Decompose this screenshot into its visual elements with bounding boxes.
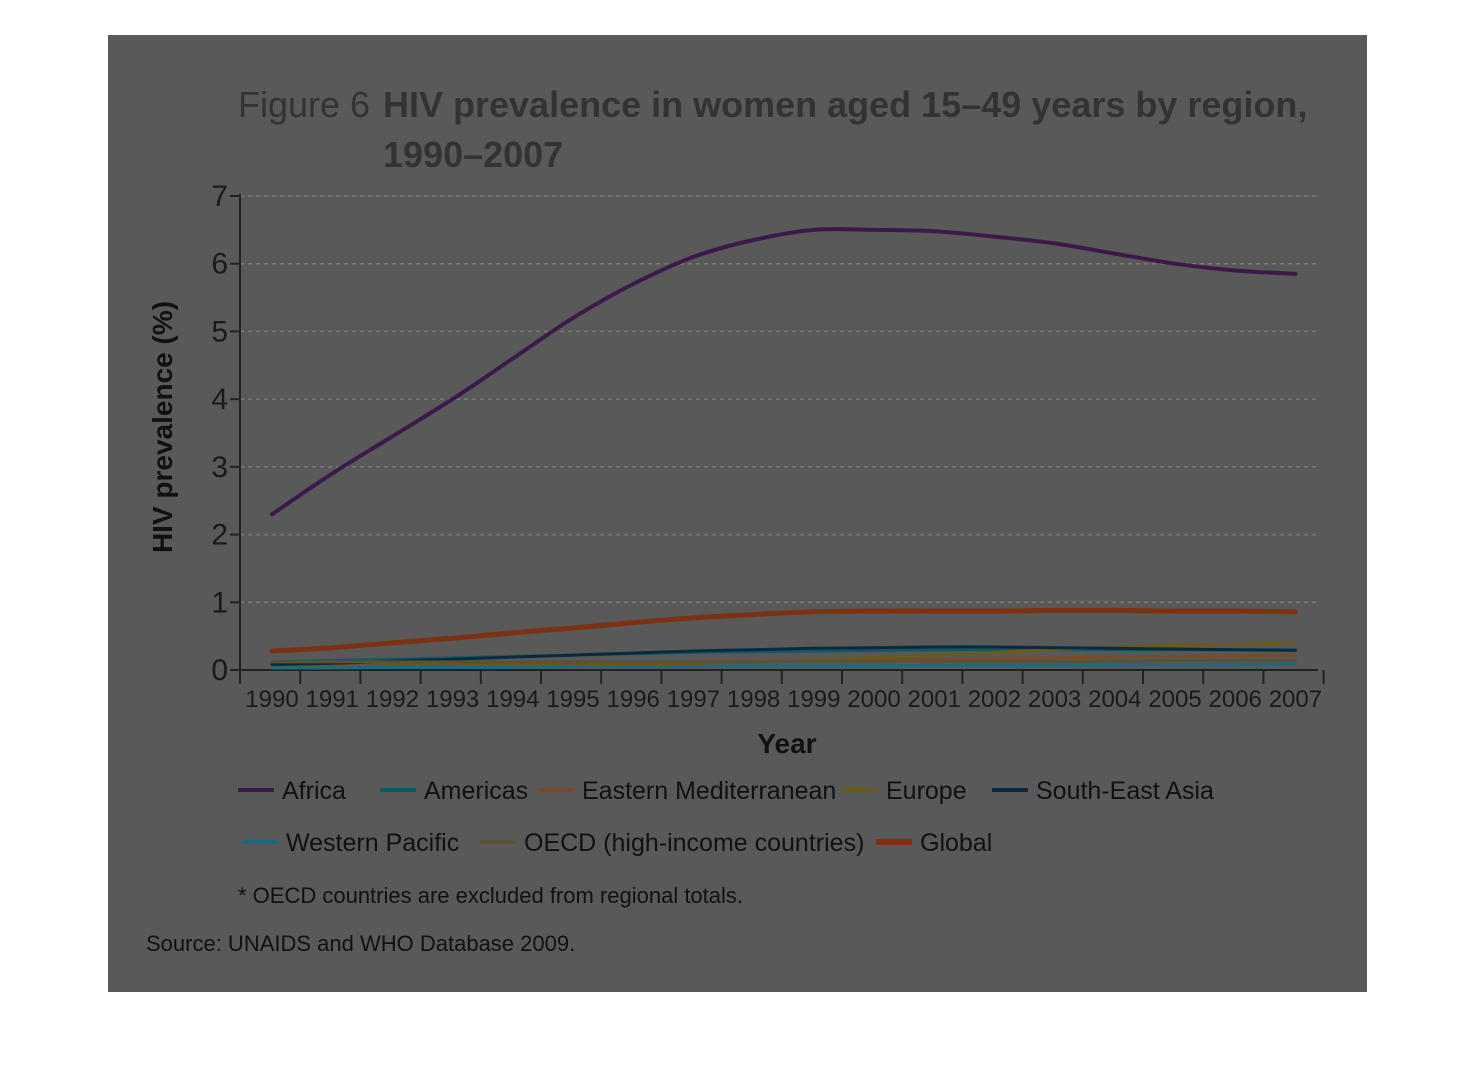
figure-label: Figure 6 bbox=[238, 84, 370, 125]
x-tick-label: 2002 bbox=[968, 686, 1021, 713]
x-tick-label: 1992 bbox=[366, 686, 419, 713]
axes: 0 1 2 3 4 5 6 7 1990 1991 1992 1993 1994 1995 1996 1997… bbox=[211, 180, 1325, 713]
legend-label-south-east-asia: South-East Asia bbox=[1036, 777, 1214, 805]
x-tick-label: 2001 bbox=[908, 686, 961, 713]
y-tick-label: 3 bbox=[211, 451, 228, 484]
y-axis-title: HIV prevalence (%) bbox=[147, 301, 178, 553]
series-line-western-pacific bbox=[270, 662, 1297, 670]
legend-label-global: Global bbox=[920, 829, 992, 857]
x-tick-label: 2003 bbox=[1028, 686, 1081, 713]
x-tick-label: 1995 bbox=[546, 686, 599, 713]
x-tick-label: 2005 bbox=[1148, 686, 1201, 713]
legend: Africa Americas Eastern Mediterranean Europ… bbox=[238, 777, 1214, 857]
series-line-south-east-asia bbox=[270, 645, 1297, 667]
legend-label-americas: Americas bbox=[424, 777, 528, 805]
figure-panel bbox=[108, 35, 1367, 992]
x-tick-label: 2000 bbox=[847, 686, 900, 713]
figure-title-line-2: 1990–2007 bbox=[383, 134, 563, 175]
legend-label-oecd-high-income-countries: OECD (high-income countries) bbox=[524, 829, 864, 857]
legend-label-europe: Europe bbox=[886, 777, 967, 805]
x-tick-label: 1991 bbox=[306, 686, 359, 713]
gridlines bbox=[240, 195, 1318, 604]
series-line-global bbox=[269, 607, 1298, 654]
legend-label-eastern-mediterranean: Eastern Mediterranean bbox=[582, 777, 836, 805]
legend-label-western-pacific: Western Pacific bbox=[286, 829, 459, 857]
x-tick-label: 1996 bbox=[607, 686, 660, 713]
series-line-oecd-high-income-countries bbox=[270, 658, 1297, 664]
series-lines bbox=[269, 227, 1298, 670]
y-tick-label: 4 bbox=[211, 383, 228, 416]
y-tick-label: 2 bbox=[211, 519, 228, 552]
x-tick-label: 2004 bbox=[1088, 686, 1141, 713]
y-tick-label: 5 bbox=[211, 315, 228, 348]
x-tick-label: 1998 bbox=[727, 686, 780, 713]
legend-label-africa: Africa bbox=[282, 777, 346, 805]
x-tick-label: 1994 bbox=[486, 686, 539, 713]
x-tick-label: 2006 bbox=[1209, 686, 1262, 713]
x-tick-label: 1990 bbox=[245, 686, 298, 713]
y-tick-label: 7 bbox=[211, 180, 228, 213]
y-tick-label: 6 bbox=[211, 248, 228, 281]
x-tick-label: 1999 bbox=[787, 686, 840, 713]
x-tick-label: 2007 bbox=[1269, 686, 1322, 713]
y-tick-label: 1 bbox=[211, 586, 228, 619]
series-line-africa bbox=[270, 227, 1298, 517]
figure-title-line-1: HIV prevalence in women aged 15–49 years… bbox=[383, 84, 1307, 125]
x-axis-title: Year bbox=[757, 728, 816, 759]
source-note: Source: UNAIDS and WHO Database 2009. bbox=[146, 931, 575, 956]
footnote: * OECD countries are excluded from regio… bbox=[238, 883, 743, 908]
x-tick-label: 1997 bbox=[667, 686, 720, 713]
x-tick-label: 1993 bbox=[426, 686, 479, 713]
y-tick-label: 0 bbox=[211, 654, 228, 687]
